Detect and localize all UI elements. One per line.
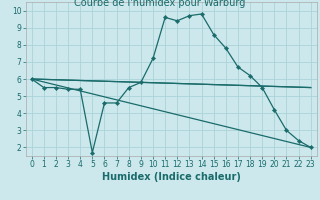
Text: Courbe de l'humidex pour Warburg: Courbe de l'humidex pour Warburg bbox=[74, 0, 246, 8]
X-axis label: Humidex (Indice chaleur): Humidex (Indice chaleur) bbox=[102, 172, 241, 182]
